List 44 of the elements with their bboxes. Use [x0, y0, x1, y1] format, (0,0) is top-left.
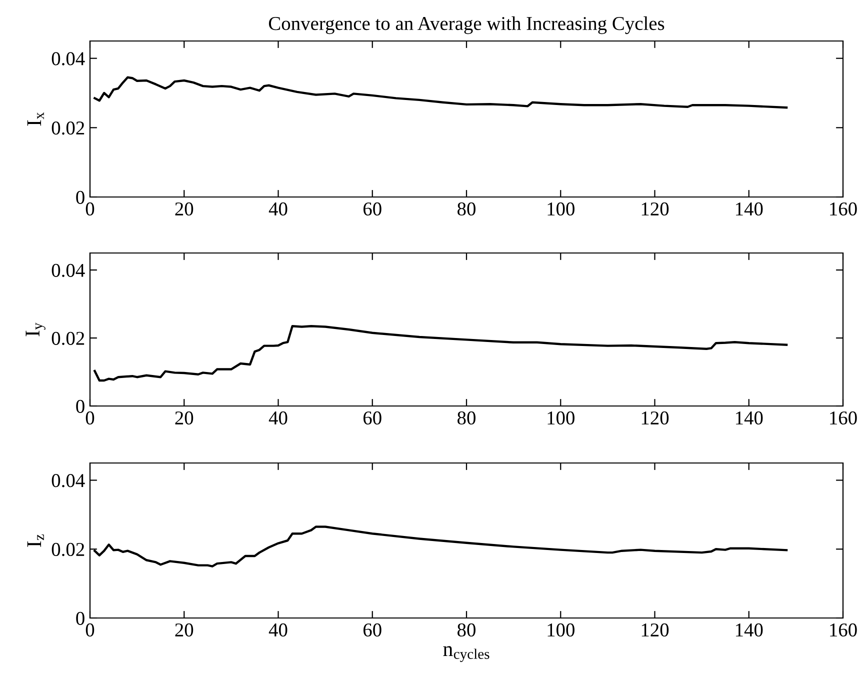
y-axis-title: I$_{x}$: [27, 112, 44, 126]
x-tick-label: 60: [363, 623, 382, 637]
x-tick-label: 80: [458, 202, 476, 216]
x-tick-label: 20: [175, 411, 194, 425]
x-tick-label: 160: [830, 202, 857, 216]
x-tick-label: 20: [175, 202, 194, 216]
y-axis-title: I$_{z}$: [27, 534, 44, 547]
chart-title: Convergence to an Average with Increasing Cycles: [268, 16, 664, 34]
y-tick-label: 0.02: [52, 542, 84, 556]
x-tick-label: 140: [736, 411, 763, 425]
x-tick-label: 100: [548, 411, 574, 425]
x-tick-label: 80: [458, 623, 476, 637]
x-tick-label: 160: [830, 411, 857, 425]
y-tick-label: 0.04: [52, 264, 85, 278]
x-tick-label: 120: [642, 623, 669, 637]
line-series: [94, 526, 788, 568]
x-tick-label: 40: [268, 623, 288, 637]
x-tick-label: 140: [736, 623, 763, 637]
y-tick-label: 0: [76, 190, 84, 204]
x-tick-label: 100: [548, 202, 574, 216]
x-tick-label: 0: [86, 623, 94, 637]
x-tick-label: 160: [830, 623, 857, 637]
x-tick-label: 140: [736, 202, 763, 216]
x-axis-title: n$_{cycles}$: [443, 646, 490, 662]
x-tick-label: 80: [458, 411, 476, 425]
x-tick-label: 0: [86, 202, 94, 216]
y-tick-label: 0.04: [52, 52, 85, 66]
x-tick-label: 20: [175, 623, 194, 637]
x-tick-label: 60: [363, 411, 382, 425]
x-tick-label: 0: [86, 411, 94, 425]
x-tick-label: 120: [642, 411, 669, 425]
x-tick-label: 60: [363, 202, 382, 216]
x-tick-label: 40: [268, 202, 288, 216]
line-series: [94, 324, 788, 382]
y-tick-label: 0: [76, 612, 84, 625]
x-tick-label: 100: [548, 623, 574, 637]
x-tick-label: 40: [268, 411, 288, 425]
y-tick-label: 0.04: [52, 474, 85, 488]
y-tick-label: 0: [76, 400, 84, 413]
y-tick-label: 0.02: [52, 121, 84, 135]
y-axis-title: I$_{y}$: [26, 322, 46, 336]
y-tick-label: 0.02: [52, 332, 84, 346]
line-series: [94, 76, 788, 109]
x-tick-label: 120: [642, 202, 669, 216]
